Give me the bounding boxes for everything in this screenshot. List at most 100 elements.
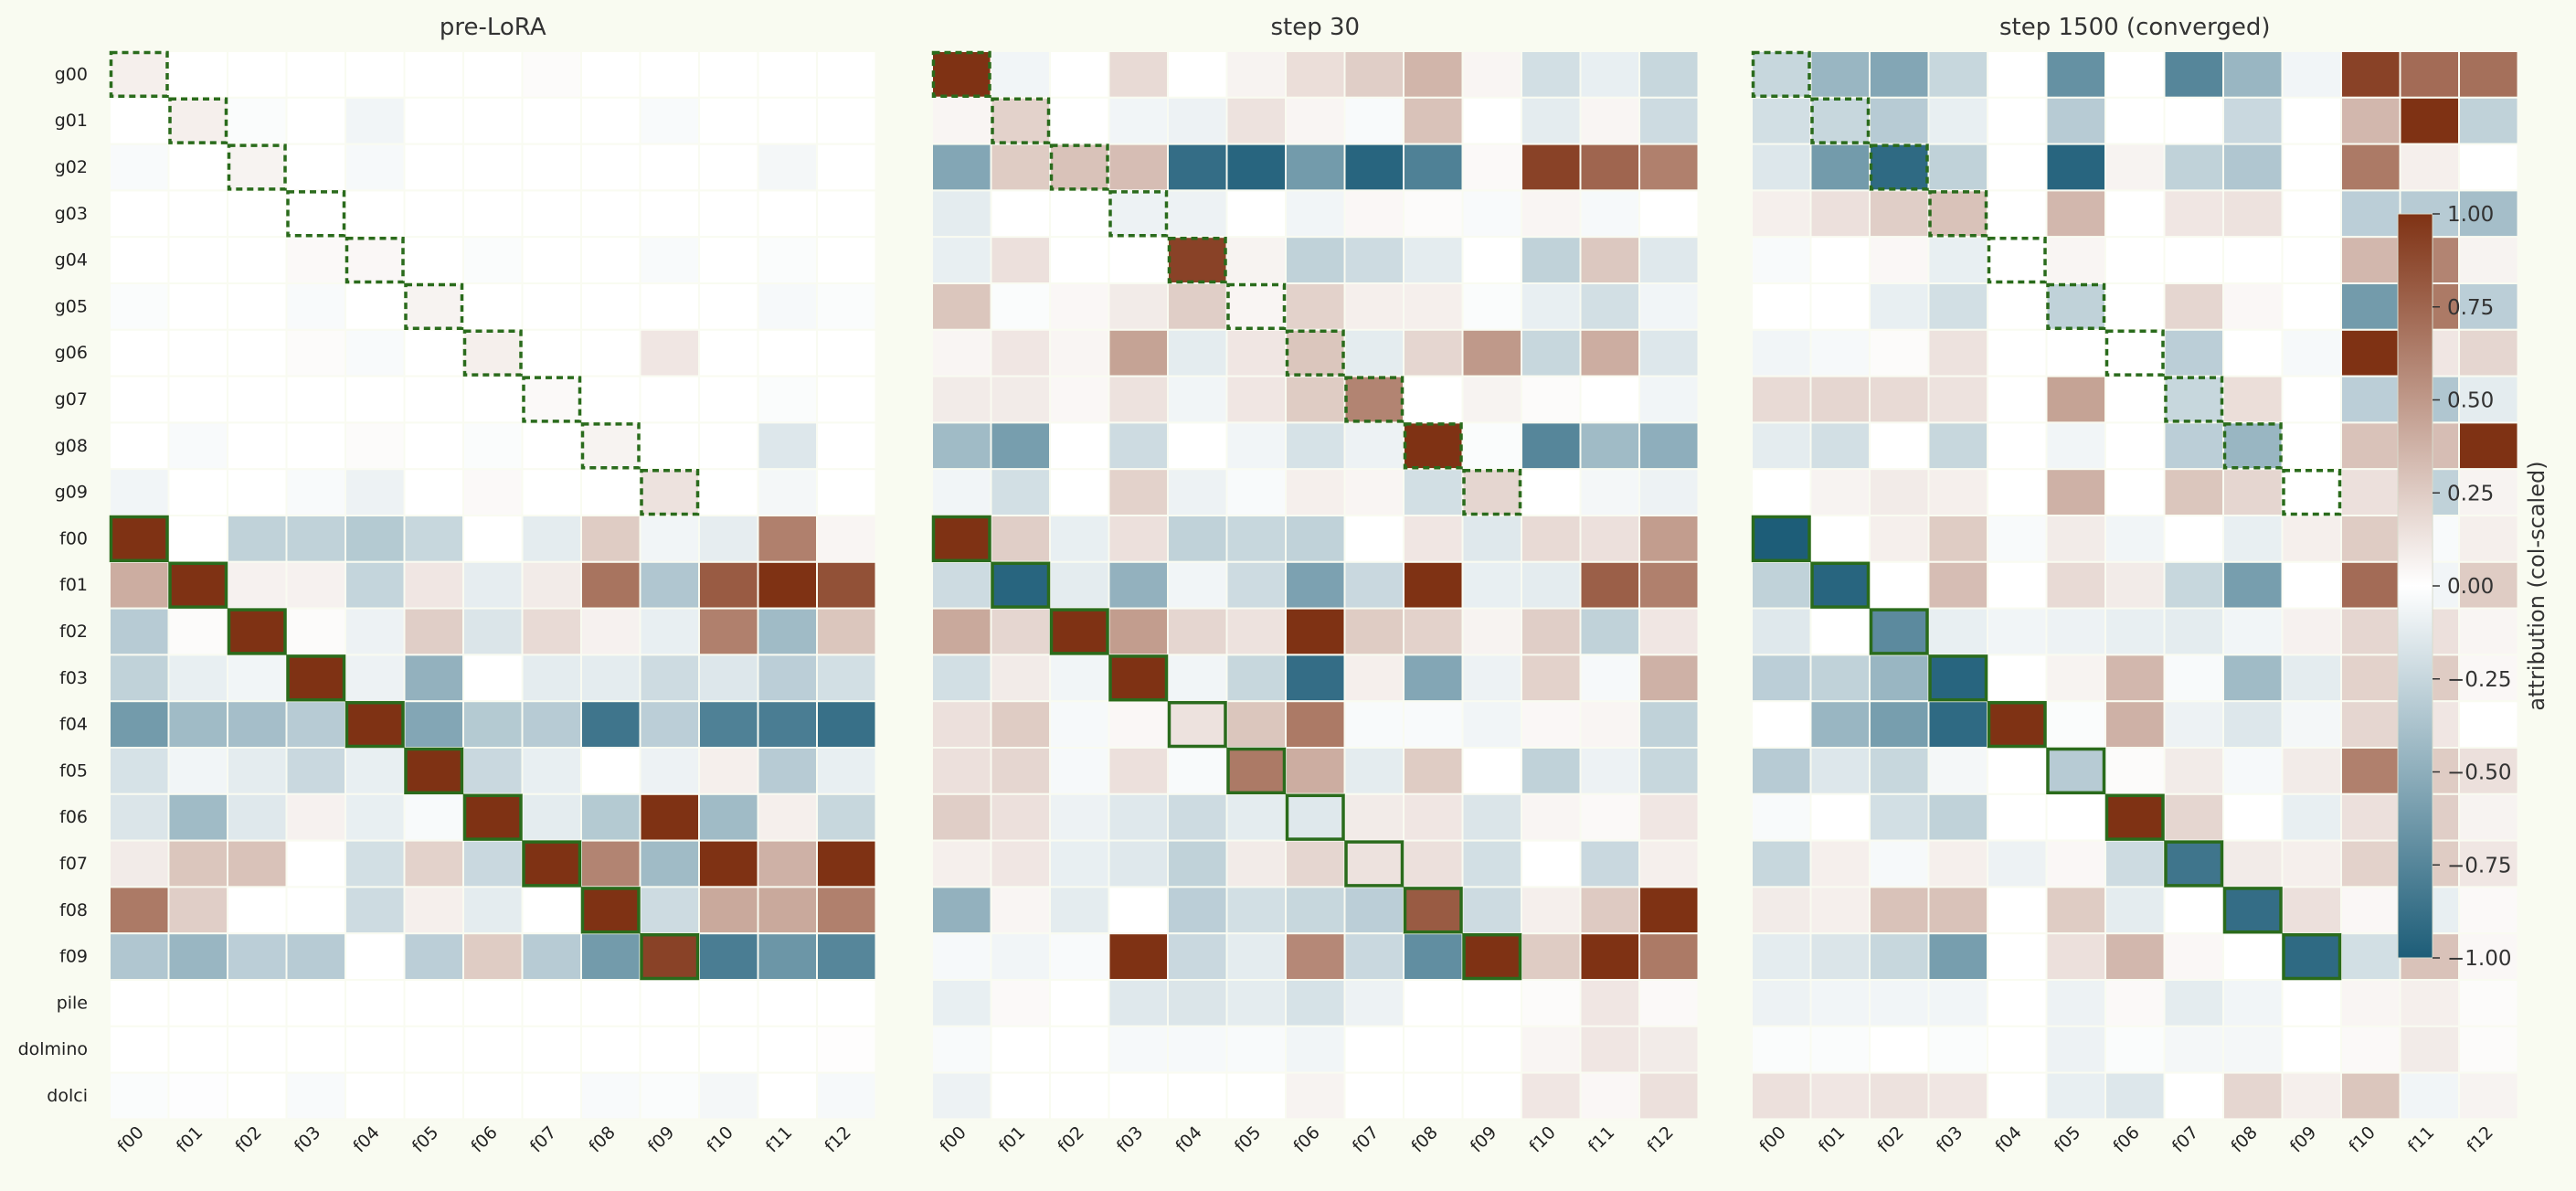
- heatmap-cell: [990, 886, 1051, 935]
- heatmap-cell: [2458, 515, 2519, 563]
- heatmap-cell: [1108, 654, 1169, 703]
- heatmap-cell: [639, 654, 700, 703]
- heatmap-cell: [639, 236, 700, 285]
- heatmap-cell: [462, 282, 524, 331]
- heatmap-cell: [403, 792, 464, 842]
- heatmap-cell: [698, 96, 759, 145]
- heatmap-cell: [1285, 236, 1346, 285]
- heatmap-cell: [345, 792, 406, 842]
- heatmap-cell: [1987, 792, 2048, 842]
- heatmap-cell: [698, 421, 759, 471]
- heatmap-cell: [2104, 375, 2166, 424]
- heatmap-cell: [1987, 839, 2048, 888]
- heatmap-cell: [1751, 560, 1812, 610]
- heatmap-cell: [227, 607, 288, 656]
- heatmap-cell: [757, 932, 818, 982]
- heatmap-cell: [1108, 282, 1169, 331]
- heatmap-cell: [1167, 143, 1228, 192]
- heatmap-cell: [2104, 1071, 2166, 1121]
- heatmap-cell: [1225, 1025, 1287, 1074]
- colorbar-tick-label: 0.75: [2447, 296, 2494, 320]
- heatmap-cell: [1927, 792, 1988, 842]
- heatmap-cell: [167, 236, 228, 285]
- heatmap-cell: [2163, 143, 2224, 192]
- heatmap-cell: [1809, 886, 1871, 935]
- heatmap-cell: [1751, 50, 1812, 99]
- heatmap-cell: [2281, 747, 2342, 795]
- heatmap-cell: [403, 700, 464, 750]
- heatmap-cell: [1108, 700, 1169, 750]
- heatmap-cell: [109, 932, 170, 982]
- diagonal-highlight-solid: [1226, 747, 1287, 795]
- heatmap-cell: [167, 50, 228, 99]
- heatmap-cell: [227, 700, 288, 750]
- heatmap-cell: [1638, 189, 1700, 239]
- heatmap-cell: [109, 886, 170, 935]
- heatmap-cell: [462, 654, 524, 703]
- heatmap-cell: [2104, 747, 2166, 795]
- heatmap-cell: [1167, 375, 1228, 424]
- heatmap-cell: [1225, 96, 1287, 145]
- heatmap-cell: [2340, 1025, 2401, 1074]
- heatmap-cell: [1403, 607, 1464, 656]
- heatmap-cell: [1809, 1071, 1871, 1121]
- heatmap-cell: [2222, 189, 2284, 239]
- heatmap-cell: [1225, 468, 1287, 517]
- diagonal-highlight-dashed: [1462, 468, 1522, 516]
- heatmap-cell: [1049, 143, 1110, 192]
- heatmap-cell: [2340, 50, 2401, 99]
- heatmap-cell: [2281, 1071, 2342, 1121]
- heatmap-cell: [1225, 50, 1287, 99]
- heatmap-cell: [1167, 1025, 1228, 1074]
- heatmap-cell: [990, 50, 1051, 99]
- heatmap-cell: [1461, 468, 1522, 517]
- heatmap-cell: [2458, 421, 2519, 471]
- heatmap-cell: [1403, 1025, 1464, 1074]
- heatmap-cell: [698, 236, 759, 285]
- heatmap-cell: [521, 282, 582, 331]
- x-tick-label: f02: [1873, 1122, 1907, 1156]
- heatmap-cell: [1927, 96, 1988, 145]
- heatmap-cell: [109, 50, 170, 99]
- diagonal-highlight-dashed: [227, 144, 287, 191]
- heatmap-cell: [1225, 375, 1287, 424]
- heatmap-cell: [931, 1071, 992, 1121]
- heatmap-cell: [931, 468, 992, 517]
- heatmap-cell: [2104, 560, 2166, 610]
- heatmap-cell: [1869, 979, 1930, 1027]
- heatmap-cell: [285, 375, 346, 424]
- heatmap-cell: [1461, 1071, 1522, 1121]
- diagonal-highlight-dashed: [522, 376, 582, 423]
- heatmap-cell: [2281, 792, 2342, 842]
- heatmap-cell: [2045, 839, 2106, 888]
- x-tick-label: f00: [113, 1122, 147, 1156]
- heatmap-cell: [403, 282, 464, 331]
- heatmap-cell: [639, 515, 700, 563]
- heatmap-cell: [1049, 700, 1110, 750]
- heatmap-cell: [2281, 468, 2342, 517]
- heatmap-cell: [990, 1071, 1051, 1121]
- heatmap-cell: [2458, 792, 2519, 842]
- diagonal-highlight-solid: [404, 747, 464, 795]
- diagonal-highlight-solid: [168, 561, 228, 609]
- heatmap-cell: [167, 96, 228, 145]
- heatmap-cell: [931, 515, 992, 563]
- diagonal-highlight-solid: [640, 932, 700, 981]
- heatmap-cell: [2340, 96, 2401, 145]
- heatmap-cell: [2045, 50, 2106, 99]
- heatmap-cell: [2281, 932, 2342, 982]
- heatmap-cell: [1285, 700, 1346, 750]
- heatmap-cell: [2104, 421, 2166, 471]
- heatmap-cell: [1927, 421, 1988, 471]
- x-tick-label: f09: [1467, 1122, 1500, 1156]
- heatmap-cell: [2163, 886, 2224, 935]
- diagonal-highlight-dashed: [2046, 282, 2106, 331]
- heatmap-cell: [1285, 143, 1346, 192]
- heatmap-cell: [2340, 654, 2401, 703]
- heatmap-cell: [1403, 792, 1464, 842]
- heatmap-cell: [639, 792, 700, 842]
- heatmap-cell: [1167, 236, 1228, 285]
- heatmap-cell: [167, 468, 228, 517]
- heatmap-cell: [1403, 886, 1464, 935]
- diagonal-highlight-solid: [1928, 654, 1988, 702]
